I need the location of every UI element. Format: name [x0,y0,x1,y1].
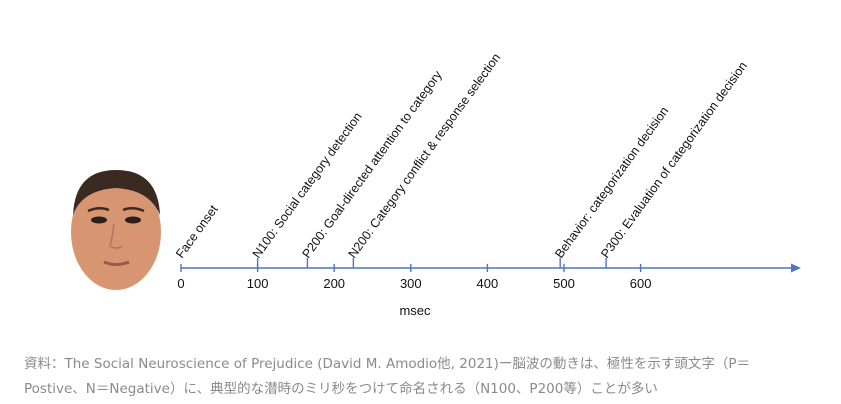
event-label: Face onset [173,202,221,261]
tick-label: 600 [630,276,652,291]
tick-label: 0 [177,276,184,291]
caption-line-2: Postive、N＝Negative）に、典型的な潜時のミリ秒をつけて命名される… [24,381,658,397]
tick-label: 500 [553,276,575,291]
axis-arrowhead [791,263,801,273]
event-marker: Face onset [173,202,221,261]
tick-label: 400 [477,276,499,291]
face-image [71,170,161,290]
axis-label: msec [399,303,431,318]
caption-line-1: 資料：The Social Neuroscience of Prejudice … [24,356,751,372]
tick-label: 100 [247,276,269,291]
tick-label: 200 [323,276,345,291]
tick-label: 300 [400,276,422,291]
